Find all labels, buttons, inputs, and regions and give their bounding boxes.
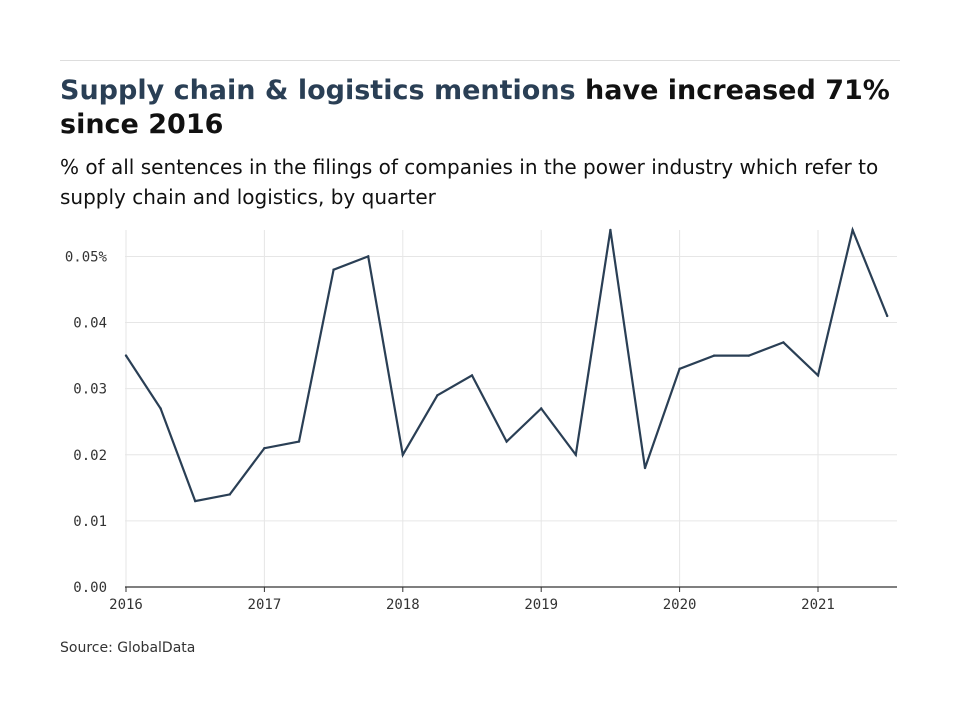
x-tick-label: 2021 [801, 597, 835, 613]
chart-subtitle: % of all sentences in the filings of com… [60, 155, 879, 209]
x-tick-label: 2018 [386, 597, 420, 613]
data-point [505, 440, 508, 443]
data-point [470, 374, 474, 377]
data-point [194, 499, 197, 503]
chart-title-highlight: Supply chain & logistics mentions [60, 75, 576, 106]
data-point [297, 440, 301, 443]
series-line [125, 226, 889, 503]
data-point [540, 407, 543, 410]
data-point [332, 268, 335, 271]
data-point [436, 394, 439, 397]
chart-title-rest: have increased 71% since 2016 [60, 75, 890, 140]
y-tick-label: 0.04 [73, 316, 107, 332]
data-point [228, 493, 231, 496]
y-tick-label: 0.01 [73, 514, 107, 530]
x-tick-label: 2019 [524, 597, 558, 613]
data-point [263, 446, 266, 450]
data-point [401, 453, 404, 456]
data-point [159, 407, 162, 410]
y-tick-label: 0.00 [73, 580, 107, 596]
x-tick-label: 2017 [248, 597, 282, 613]
data-point [643, 466, 647, 470]
source-note: Source: GlobalData [60, 640, 196, 656]
data-point [574, 453, 577, 456]
chart-title: Supply chain & logistics mentions have i… [60, 74, 900, 142]
x-tick-label: 2016 [109, 597, 143, 613]
data-point [782, 341, 785, 344]
line-chart: 0.00 0.01 0.02 0.03 0.04 0.05% 2016 2017 2018 201… [65, 226, 897, 613]
data-point [816, 374, 820, 377]
y-tick-label: 0.03 [73, 382, 107, 398]
data-point [851, 228, 854, 232]
data-point [747, 354, 750, 357]
data-point [713, 354, 716, 357]
y-tick-label: 0.02 [73, 448, 107, 464]
data-point [886, 314, 889, 318]
y-tick-label: 0.05% [65, 249, 108, 265]
data-point [124, 354, 128, 357]
x-tick-label: 2020 [663, 597, 697, 613]
data-point [609, 228, 612, 232]
top-rule [60, 60, 900, 61]
data-point [367, 255, 370, 258]
data-point [678, 367, 681, 371]
